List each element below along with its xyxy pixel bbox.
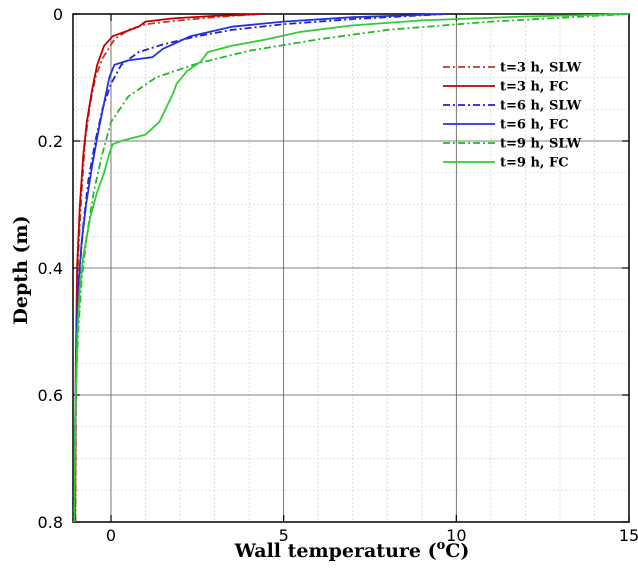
series-line-5 (73, 13, 630, 523)
grid (73, 14, 630, 522)
legend-label: t=6 h, FC (500, 118, 569, 133)
y-tick-label: 0 (53, 5, 63, 24)
series-line-6 (73, 13, 630, 523)
legend: t=3 h, SLW t=3 h, FC t=6 h, SLW t=6 h, FC t=… (443, 61, 582, 171)
x-tick-labels: 0 5 10 15 (106, 526, 638, 545)
y-tick-label: 0.8 (38, 513, 63, 532)
y-axis-title: Depth (m) (10, 215, 32, 324)
series-lines (73, 13, 630, 523)
series-line-3 (73, 13, 447, 523)
x-tick-label: 15 (619, 526, 638, 545)
y-tick-label: 0.2 (38, 132, 63, 151)
x-axis-title-superscript: o (437, 538, 446, 553)
x-axis-title-main: Wall temperature ( (234, 540, 437, 562)
legend-label: t=3 h, FC (500, 80, 569, 95)
y-tick-labels: 0 0.2 0.4 0.6 0.8 (38, 5, 63, 532)
x-tick-label: 10 (446, 526, 466, 545)
x-tick-label: 0 (106, 526, 116, 545)
x-axis-title-end: C) (445, 540, 469, 562)
legend-label: t=3 h, SLW (500, 61, 582, 76)
x-axis-title: Wall temperature (oC) (234, 538, 470, 562)
legend-label: t=9 h, SLW (500, 137, 582, 152)
y-tick-label: 0.4 (38, 259, 63, 278)
series-line-4 (73, 13, 447, 523)
y-tick-label: 0.6 (38, 386, 63, 405)
legend-label: t=6 h, SLW (500, 99, 582, 114)
x-tick-label: 5 (279, 526, 289, 545)
legend-label: t=9 h, FC (500, 156, 569, 171)
series-line-2 (74, 13, 263, 523)
